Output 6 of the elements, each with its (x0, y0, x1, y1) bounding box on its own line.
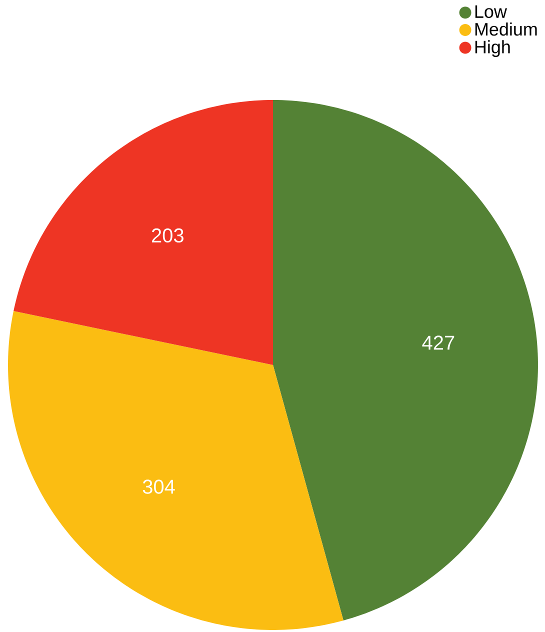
legend-label: Low (475, 5, 507, 18)
data-label: 304 (142, 480, 175, 494)
legend-label: High (475, 40, 510, 57)
data-label: 203 (152, 228, 184, 243)
legend-label: Medium (475, 22, 537, 36)
data-label: 427 (422, 336, 454, 350)
